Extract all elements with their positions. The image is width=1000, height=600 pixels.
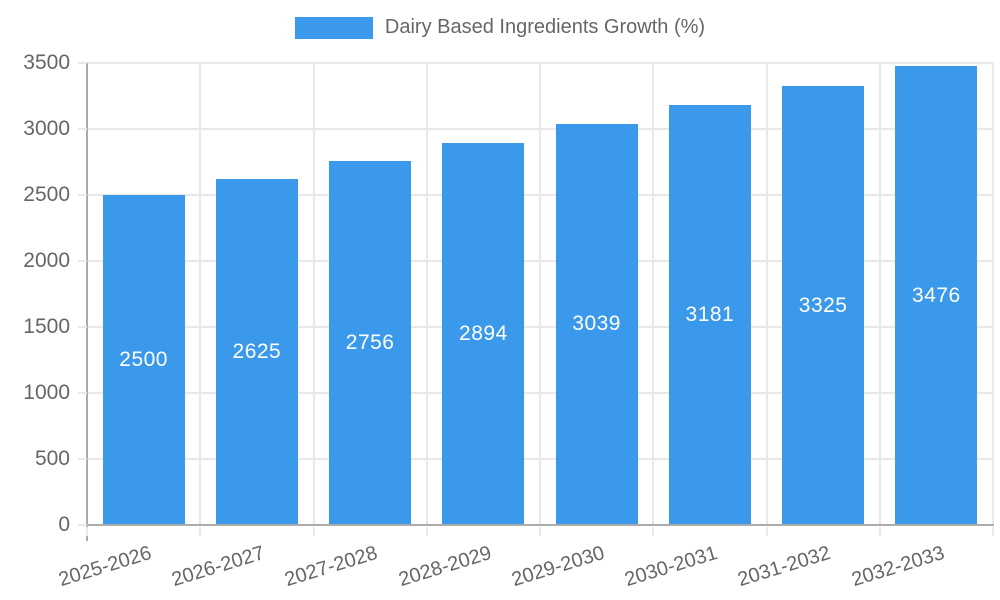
bar-value-label: 3325 [798,293,848,317]
y-tick [78,260,87,262]
x-tick [199,527,202,536]
x-tick [539,527,541,536]
x-tick [312,527,315,536]
x-tick [992,527,994,536]
x-axis-line [86,524,994,526]
y-tick [78,326,87,328]
plot-area: 2500 2625 2756 2894 3039 3181 3325 3476 [87,62,994,525]
bar-value-label: 3039 [572,312,621,336]
y-tick [78,524,87,526]
y-axis-tick-label: 2000 [23,249,70,272]
y-tick [78,128,87,130]
x-axis-tick-label: 2025-2026 [56,542,155,592]
legend-item-dairy-growth[interactable]: Dairy Based Ingredients Growth (%) [294,16,706,39]
v-gridline [765,63,768,525]
x-axis-tick-label: 2030-2031 [622,542,721,592]
x-tick [425,527,428,536]
bar: 3039 [555,123,638,525]
x-axis-tick-label: 2029-2030 [509,542,608,592]
bar: 2625 [215,178,298,525]
v-gridline [652,63,655,525]
x-tick [86,527,88,536]
y-axis-tick-label: 1000 [23,381,70,404]
bar: 3325 [782,86,865,525]
legend-label: Dairy Based Ingredients Growth (%) [384,16,706,38]
v-gridline [878,63,881,525]
bar-value-label: 2894 [459,322,508,345]
bar: 2500 [102,195,185,525]
y-axis-line [86,63,88,541]
bar: 3476 [895,66,978,525]
legend-swatch-icon [294,16,373,39]
v-gridline [199,63,202,525]
bar: 2894 [442,143,525,525]
x-axis-tick-label: 2028-2029 [395,542,494,592]
bar-value-label: 3476 [912,283,961,307]
y-tick [78,392,87,394]
v-gridline [539,63,541,525]
y-axis-tick-label: 3500 [23,51,70,74]
y-tick [78,458,87,460]
bar-value-label: 3181 [685,303,735,327]
x-tick [878,527,881,536]
x-axis-tick-label: 2032-2033 [848,542,947,592]
y-axis-tick-label: 500 [34,447,70,470]
y-axis-tick-label: 0 [58,513,70,536]
y-tick [78,62,87,64]
bar: 3181 [668,105,751,525]
x-axis-tick-label: 2031-2032 [735,542,834,592]
bar-value-label: 2625 [232,339,282,363]
v-gridline [425,63,428,525]
x-tick [652,527,655,536]
x-tick [765,527,768,536]
y-axis-tick-label: 2500 [23,183,70,206]
y-axis-tick-label: 1500 [23,315,70,338]
bar: 2756 [329,161,412,525]
bar-value-label: 2756 [345,331,395,355]
bar-value-label: 2500 [119,348,168,371]
chart-legend: Dairy Based Ingredients Growth (%) [0,16,1000,39]
y-tick [78,194,87,196]
x-axis-tick-label: 2026-2027 [169,542,268,592]
v-gridline [312,63,315,525]
v-gridline [992,63,994,525]
x-axis-tick-label: 2027-2028 [282,542,381,592]
y-axis-tick-label: 3000 [23,117,70,140]
